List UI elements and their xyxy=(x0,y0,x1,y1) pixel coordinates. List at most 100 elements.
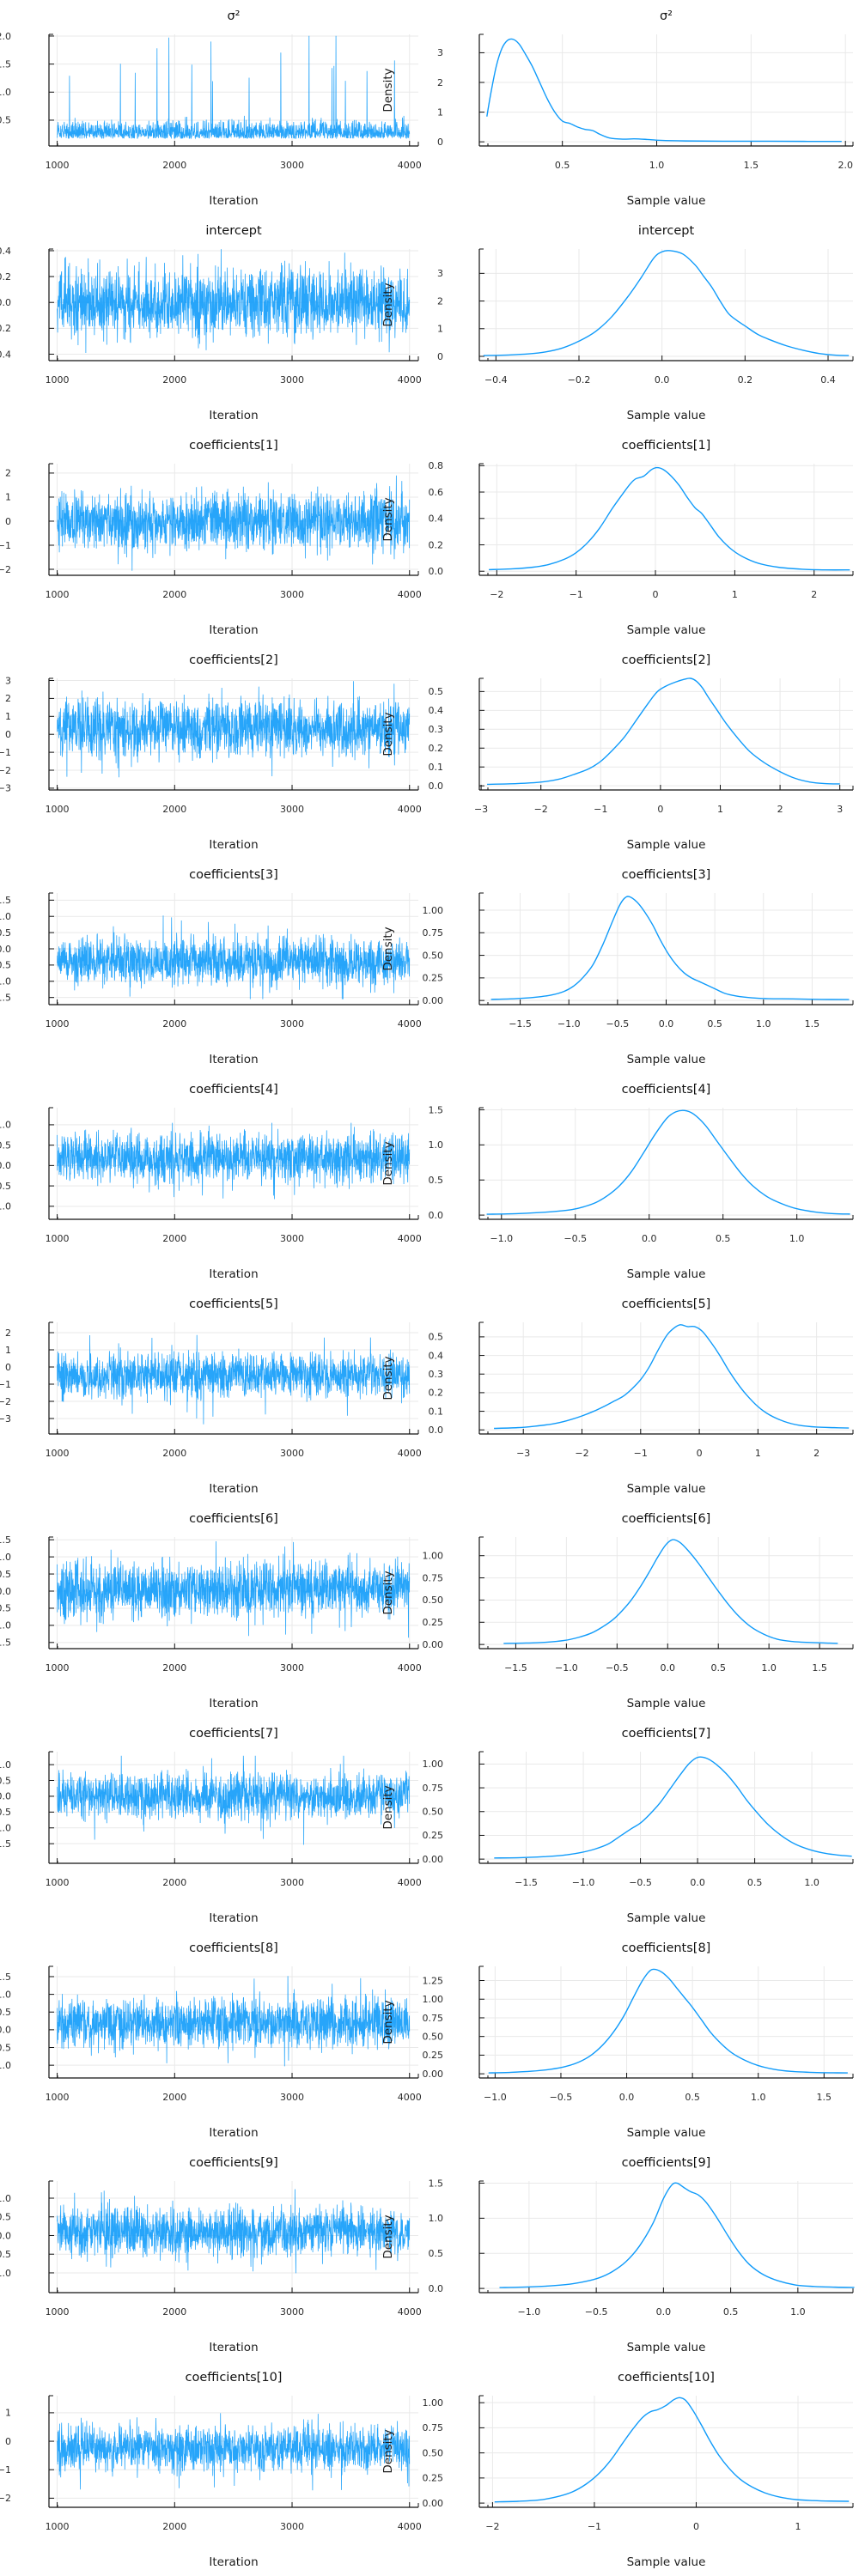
plot-title: coefficients[9] xyxy=(622,2156,711,2170)
x-tick-label: −1.5 xyxy=(509,1018,532,1030)
x-axis-label: Sample value xyxy=(627,409,706,422)
x-tick-label: 0 xyxy=(657,804,663,815)
y-tick-label: 1.5 xyxy=(429,1104,444,1115)
x-tick-label: 1.5 xyxy=(744,160,759,171)
x-tick-label: 2.0 xyxy=(838,160,853,171)
x-tick-label: 2000 xyxy=(162,804,186,815)
density-plot: 0.5 1.0 1.5 2.0 0 1 2 3 σ² Sample value Density xyxy=(381,9,854,208)
y-tick-label: 1.5 xyxy=(0,895,11,906)
chart-row-coefficients-8: 1000 2000 3000 4000 −1.0 −0.5 0.0 0.5 1.0 1.5 coef… xyxy=(0,1932,859,2147)
y-tick-label: −1.5 xyxy=(0,992,11,1003)
x-tick-label: 1.0 xyxy=(761,1662,777,1674)
x-axis-label: Sample value xyxy=(627,1911,706,1925)
y-tick-label: 0.0 xyxy=(0,1160,11,1171)
y-tick-label: 0.0 xyxy=(0,1791,11,1802)
x-tick-label: 1000 xyxy=(46,589,70,600)
x-tick-label: 3000 xyxy=(280,804,304,815)
density-curve xyxy=(486,1109,850,1215)
plot-title: coefficients[10] xyxy=(618,2371,715,2385)
trace-plot: 1000 2000 3000 4000 −1.5 −1.0 −0.5 0.0 0.5 1.0 coe… xyxy=(0,1727,422,1925)
x-tick-label: 2000 xyxy=(162,374,186,386)
x-tick-label: −1.5 xyxy=(515,1877,538,1888)
density-curve xyxy=(488,1968,848,2074)
x-tick-label: 0.5 xyxy=(685,2092,700,2103)
x-tick-label: 4000 xyxy=(398,1877,422,1888)
y-tick-label: 0.2 xyxy=(429,539,444,550)
plot-title: coefficients[5] xyxy=(189,1297,278,1311)
plot-title: coefficients[10] xyxy=(186,2371,283,2385)
x-axis-label: Sample value xyxy=(627,2555,706,2569)
row-canvas: 1000 2000 3000 4000 −2 −1 0 1 coefficients[10] It… xyxy=(0,2371,854,2569)
plot-title: coefficients[9] xyxy=(189,2156,278,2170)
y-tick-label: 1.5 xyxy=(0,58,11,70)
y-tick-label: 1.0 xyxy=(0,911,11,922)
x-tick-label: 3 xyxy=(837,804,843,815)
y-tick-label: 0 xyxy=(5,729,11,740)
x-tick-label: 4000 xyxy=(398,160,422,171)
y-tick-label: 1.0 xyxy=(429,2213,444,2224)
y-tick-label: 1 xyxy=(5,492,11,503)
y-tick-label: 0.00 xyxy=(423,1639,444,1650)
x-tick-label: 1000 xyxy=(46,1018,70,1030)
x-tick-label: −1.0 xyxy=(484,2092,507,2103)
x-axis-label: Iteration xyxy=(209,838,258,852)
x-tick-label: 2000 xyxy=(162,2306,186,2318)
y-tick-label: 0.0 xyxy=(0,2230,11,2241)
trace-series xyxy=(57,1122,411,1200)
row-canvas: 1000 2000 3000 4000 −1.0 −0.5 0.0 0.5 1.0 coeffic… xyxy=(0,2156,855,2354)
x-tick-label: 2000 xyxy=(162,2521,186,2532)
y-tick-label: 1.00 xyxy=(423,2397,444,2409)
y-tick-label: 0 xyxy=(5,2436,11,2447)
y-axis-label: Density xyxy=(381,1785,395,1829)
chart-row-intercept: 1000 2000 3000 4000 −0.4 −0.2 0.0 0.2 0.4 interce… xyxy=(0,215,859,429)
y-tick-label: −0.5 xyxy=(0,2249,11,2260)
x-tick-label: −1.0 xyxy=(557,1018,581,1030)
x-tick-label: 3000 xyxy=(280,1448,304,1459)
x-tick-label: −3 xyxy=(474,804,488,815)
x-axis-label: Iteration xyxy=(209,1911,258,1925)
x-tick-label: 1000 xyxy=(46,2092,70,2103)
y-tick-label: 0 xyxy=(5,1362,11,1373)
trace-plot: 1000 2000 3000 4000 −1.0 −0.5 0.0 0.5 1.0 1.5 coef… xyxy=(0,1941,422,2140)
x-axis-label: Iteration xyxy=(209,1482,258,1496)
x-tick-label: 4000 xyxy=(398,1018,422,1030)
x-tick-label: 2000 xyxy=(162,160,186,171)
y-tick-label: 1.0 xyxy=(429,1139,444,1151)
trace-plot: 1000 2000 3000 4000 −1.0 −0.5 0.0 0.5 1.0 coeffic… xyxy=(0,1083,422,1281)
x-tick-label: 1.0 xyxy=(789,1233,805,1244)
x-tick-label: −1.5 xyxy=(504,1662,527,1674)
x-tick-label: 1000 xyxy=(46,1662,70,1674)
y-tick-label: 0.5 xyxy=(0,115,11,126)
plot-title: coefficients[2] xyxy=(189,653,278,667)
trace-plot: 1000 2000 3000 4000 0.5 1.0 1.5 2.0 σ² Iteration xyxy=(0,9,422,208)
x-tick-label: 3000 xyxy=(280,1018,304,1030)
y-tick-label: 0.4 xyxy=(0,246,11,257)
x-tick-label: 4000 xyxy=(398,374,422,386)
trace-plot: 1000 2000 3000 4000 −0.4 −0.2 0.0 0.2 0.4 interce… xyxy=(0,224,422,422)
y-tick-label: 0.75 xyxy=(423,2013,444,2024)
x-axis-label: Iteration xyxy=(209,1053,258,1066)
y-tick-label: −2 xyxy=(0,564,11,575)
x-tick-label: −1.0 xyxy=(518,2306,541,2318)
x-tick-label: −1.0 xyxy=(490,1233,513,1244)
x-tick-label: 0.5 xyxy=(707,1018,722,1030)
y-tick-label: 0 xyxy=(437,137,443,148)
plot-title: coefficients[5] xyxy=(622,1297,711,1311)
trace-series xyxy=(57,1755,411,1845)
x-tick-label: 2000 xyxy=(162,1877,186,1888)
row-canvas: 1000 2000 3000 4000 −2 −1 0 1 2 coefficients[1] It… xyxy=(0,439,854,637)
x-tick-label: 1000 xyxy=(46,2521,70,2532)
y-tick-label: −0.2 xyxy=(0,323,11,334)
y-tick-label: 0.0 xyxy=(0,297,11,308)
y-tick-label: 2 xyxy=(437,295,443,307)
y-tick-label: −0.5 xyxy=(0,1181,11,1192)
y-tick-label: 0.75 xyxy=(423,927,444,939)
x-tick-label: −0.5 xyxy=(606,1662,629,1674)
y-tick-label: 0.0 xyxy=(429,566,444,577)
y-tick-label: 0.0 xyxy=(0,2025,11,2036)
x-tick-label: 2000 xyxy=(162,1448,186,1459)
trace-plot: 1000 2000 3000 4000 −1.0 −0.5 0.0 0.5 1.0 coeffic… xyxy=(0,2156,422,2354)
chart-row-coefficients-3: 1000 2000 3000 4000 −1.5 −1.0 −0.5 0.0 0.5 1.0 1.5… xyxy=(0,859,859,1073)
y-tick-label: −2 xyxy=(0,1396,11,1407)
y-tick-label: −2 xyxy=(0,765,11,776)
